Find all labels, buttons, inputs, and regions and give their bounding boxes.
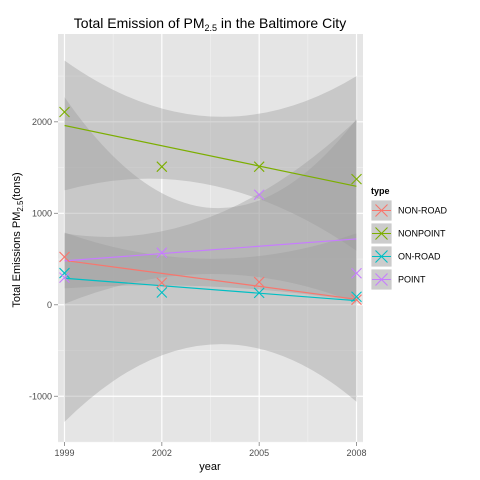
data-point-stroke xyxy=(351,267,362,279)
data-point-stroke xyxy=(59,267,70,279)
legend: type NON-ROAD NONPOINT ON-ROAD POINT xyxy=(370,186,447,291)
legend-item-on-road: ON-ROAD xyxy=(370,245,441,268)
confidence-band-point xyxy=(64,119,357,304)
data-point-stroke xyxy=(253,189,265,201)
data-point-nonpoint xyxy=(156,161,168,173)
x-tick-label: 2008 xyxy=(346,448,366,458)
x-axis: 1999 2002 2005 2008 xyxy=(54,442,367,458)
data-point-point xyxy=(253,189,265,201)
legend-label: POINT xyxy=(398,275,426,285)
x-tick-label: 2002 xyxy=(152,448,172,458)
x-tick-label: 1999 xyxy=(54,448,74,458)
chart-title-prefix: Total Emission of PM xyxy=(74,15,205,31)
grid-minor xyxy=(58,34,363,443)
legend-item-nonpoint: NONPOINT xyxy=(370,222,446,245)
legend-label: NON-ROAD xyxy=(398,206,447,216)
legend-key-mark xyxy=(375,204,388,217)
y-axis-label-suffix: (tons) xyxy=(11,172,23,200)
legend-key-mark xyxy=(375,250,388,263)
legend-label: NONPOINT xyxy=(398,229,446,239)
data-point-on-road xyxy=(253,287,265,299)
y-tick-label: 0 xyxy=(47,300,52,310)
y-tick-label: -1000 xyxy=(29,391,52,401)
data-point-stroke xyxy=(156,161,168,173)
data-point-stroke xyxy=(351,294,362,306)
y-axis-label-subscript: 2.5 xyxy=(16,200,25,212)
data-point-point xyxy=(351,267,362,279)
fit-line-non-road xyxy=(64,259,357,300)
data-point-point xyxy=(156,247,168,259)
x-tick-label: 2005 xyxy=(249,448,269,458)
chart-title: Total Emission of PM2.5 in the Baltimore… xyxy=(74,15,346,33)
data-point-non-road xyxy=(253,276,265,288)
y-axis-label: Total Emissions PM2.5(tons) xyxy=(11,172,25,307)
legend-title: type xyxy=(371,186,390,196)
y-tick-label: 1000 xyxy=(32,208,52,218)
data-point-stroke xyxy=(156,277,168,289)
y-axis: -1000 0 1000 2000 xyxy=(29,117,58,401)
data-point-stroke xyxy=(351,173,362,185)
data-point-stroke xyxy=(59,251,70,263)
data-point-stroke xyxy=(253,161,265,173)
data-point-stroke xyxy=(253,287,265,299)
data-point-nonpoint xyxy=(59,106,70,118)
confidence-band-on-road xyxy=(64,97,357,422)
data-point-nonpoint xyxy=(253,161,265,173)
grid-major xyxy=(58,34,363,442)
legend-item-non-road: NON-ROAD xyxy=(370,199,447,222)
data-point-stroke xyxy=(59,272,70,284)
data-point-stroke xyxy=(156,247,168,259)
data-point-nonpoint xyxy=(351,173,362,185)
chart-title-suffix: in the Baltimore City xyxy=(217,15,346,31)
data-point-stroke xyxy=(156,287,168,298)
fit-line-nonpoint xyxy=(64,124,357,187)
fit-line-point xyxy=(64,238,357,262)
legend-key-mark xyxy=(375,227,388,240)
chart-title-subscript: 2.5 xyxy=(205,23,218,33)
data-point-stroke xyxy=(59,106,70,118)
data-point-non-road xyxy=(156,277,168,289)
legend-item-point: POINT xyxy=(370,268,426,291)
y-tick-label: 2000 xyxy=(32,117,52,127)
data-point-non-road xyxy=(59,251,70,263)
fit-line-on-road xyxy=(64,277,357,302)
data-points xyxy=(59,106,362,306)
legend-label: ON-ROAD xyxy=(398,252,441,262)
data-point-non-road xyxy=(351,294,362,306)
data-point-stroke xyxy=(351,291,362,303)
legend-key-mark xyxy=(375,273,388,286)
y-axis-label-prefix: Total Emissions PM xyxy=(11,212,23,308)
data-point-on-road xyxy=(59,267,70,279)
data-point-on-road xyxy=(351,291,362,303)
x-axis-label: year xyxy=(199,461,221,473)
data-point-point xyxy=(59,272,70,284)
data-point-on-road xyxy=(156,287,168,298)
fit-lines xyxy=(64,124,357,302)
data-point-stroke xyxy=(253,276,265,288)
